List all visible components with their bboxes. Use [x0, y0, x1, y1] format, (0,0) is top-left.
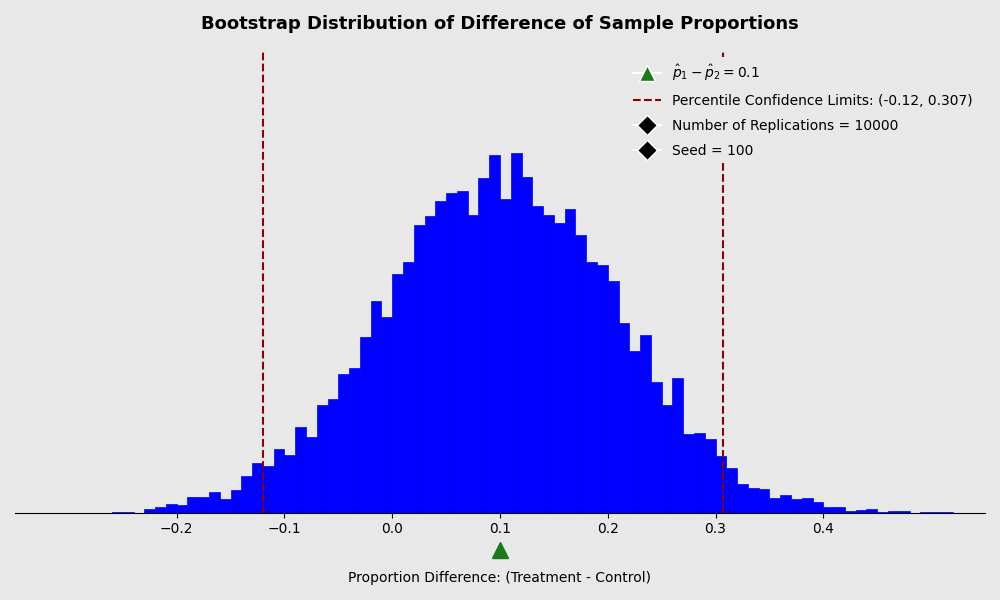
Bar	[198, 497, 209, 512]
Bar	[780, 495, 791, 512]
Bar	[349, 368, 360, 512]
Bar	[543, 215, 554, 512]
Bar	[791, 499, 802, 512]
Bar	[748, 488, 759, 512]
Bar	[856, 510, 866, 512]
Bar	[155, 507, 166, 512]
Bar	[672, 379, 683, 512]
Bar	[845, 511, 856, 512]
Bar	[241, 476, 252, 512]
Bar	[662, 405, 672, 512]
Legend: $\hat{p}_1 - \hat{p}_2 = 0.1$, Percentile Confidence Limits: (-0.12, 0.307), Num: $\hat{p}_1 - \hat{p}_2 = 0.1$, Percentil…	[627, 57, 978, 163]
Bar	[317, 405, 328, 512]
Bar	[597, 265, 608, 512]
Bar	[435, 200, 446, 512]
Bar	[694, 433, 705, 512]
Bar	[468, 215, 478, 512]
Bar	[640, 335, 651, 512]
Bar	[338, 374, 349, 512]
Bar	[220, 499, 231, 512]
Bar	[705, 439, 716, 512]
Bar	[554, 223, 565, 512]
Bar	[414, 225, 425, 512]
Bar	[381, 317, 392, 512]
Bar	[575, 235, 586, 512]
Bar	[802, 498, 813, 512]
Bar	[500, 199, 511, 512]
Bar	[489, 155, 500, 512]
Bar	[144, 509, 155, 512]
Bar	[457, 191, 468, 512]
Bar	[166, 504, 177, 512]
Title: Bootstrap Distribution of Difference of Sample Proportions: Bootstrap Distribution of Difference of …	[201, 15, 799, 33]
Bar	[177, 505, 187, 512]
Bar	[813, 502, 823, 512]
Bar	[392, 274, 403, 512]
X-axis label: Proportion Difference: (Treatment - Control): Proportion Difference: (Treatment - Cont…	[348, 571, 652, 585]
Bar	[759, 490, 769, 512]
Bar	[209, 492, 220, 512]
Bar	[683, 434, 694, 512]
Bar	[231, 490, 241, 512]
Bar	[263, 466, 274, 512]
Bar	[716, 456, 726, 512]
Bar	[252, 463, 263, 512]
Bar	[888, 511, 899, 512]
Bar	[899, 511, 910, 512]
Bar	[866, 509, 877, 512]
Bar	[371, 301, 381, 512]
Bar	[328, 399, 338, 512]
Bar	[274, 449, 284, 512]
Bar	[306, 437, 317, 512]
Bar	[769, 498, 780, 512]
Bar	[737, 484, 748, 512]
Bar	[187, 497, 198, 512]
Bar	[446, 193, 457, 512]
Bar	[619, 323, 629, 512]
Bar	[295, 427, 306, 512]
Bar	[284, 455, 295, 512]
Bar	[823, 507, 834, 512]
Bar	[726, 468, 737, 512]
Bar	[608, 281, 619, 512]
Bar	[834, 507, 845, 512]
Bar	[651, 382, 662, 512]
Bar	[629, 350, 640, 512]
Bar	[565, 209, 575, 512]
Bar	[425, 217, 435, 512]
Bar	[360, 337, 371, 512]
Bar	[522, 176, 532, 512]
Bar	[511, 152, 522, 512]
Bar	[478, 178, 489, 512]
Bar	[532, 206, 543, 512]
Bar	[586, 262, 597, 512]
Bar	[403, 262, 414, 512]
